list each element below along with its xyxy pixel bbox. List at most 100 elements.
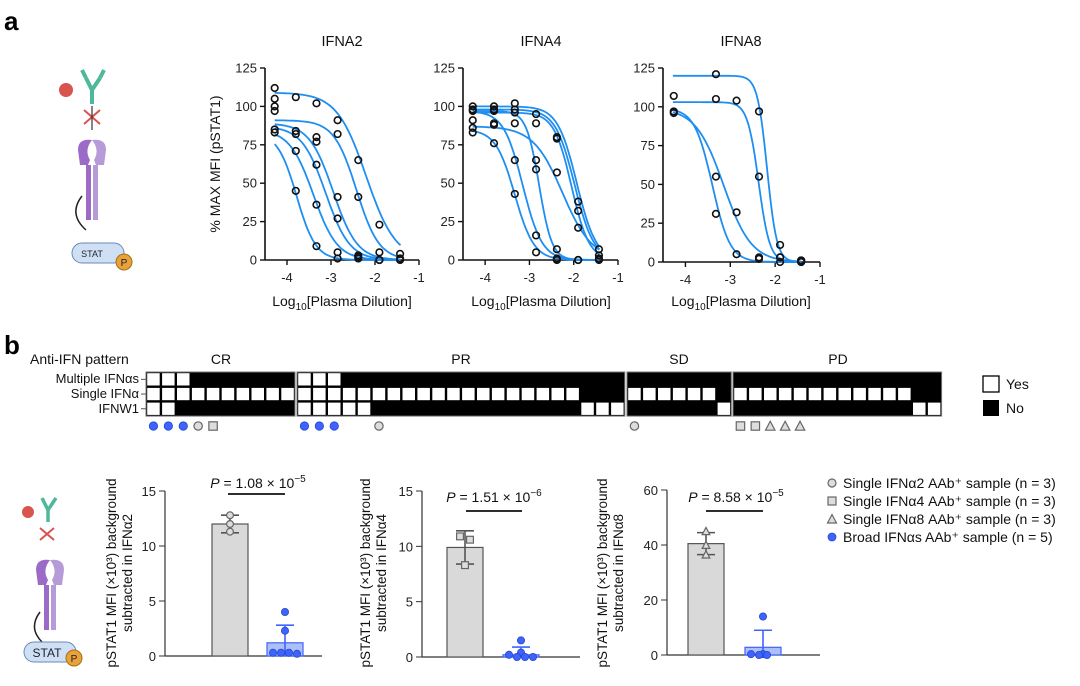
heatmap-cell-yes	[491, 387, 505, 401]
y-tick-label: 125	[633, 61, 655, 76]
receptor-icon	[36, 559, 64, 630]
x-tick-label: -2	[568, 270, 580, 285]
fit-curve-3	[672, 111, 802, 263]
data-point	[489, 106, 499, 116]
heatmap-cell-yes	[717, 402, 731, 415]
heatmap-cell-yes	[764, 387, 777, 401]
data-point	[468, 102, 477, 111]
group-label-pr: PR	[451, 351, 470, 367]
bar-chart-3: 0 20 40 60	[644, 483, 820, 663]
data-point	[711, 94, 721, 104]
heatmap-cell-yes	[581, 402, 594, 415]
data-point	[333, 116, 342, 125]
broad-sample-marker	[284, 648, 293, 657]
phosphate-icon	[115, 253, 133, 271]
y-tick-label: 0	[149, 649, 156, 664]
dose-response-chart-ifna4: 0 25 50 75 100 125 -4 -3 -2 -1	[433, 61, 623, 286]
heatmap-cell-yes	[447, 387, 460, 401]
panel-label-a: a	[4, 6, 19, 36]
x-tick-label: -3	[524, 270, 536, 285]
circle-sample-marker	[226, 527, 235, 536]
heatmap-cell-yes	[387, 387, 401, 401]
data-point	[594, 255, 604, 265]
square-sample-marker	[461, 561, 470, 570]
data-point	[510, 108, 519, 117]
triangle-sample-marker	[764, 419, 776, 431]
heatmap-cell-yes	[147, 387, 160, 401]
y-tick-label: 20	[644, 593, 658, 608]
data-point	[732, 208, 741, 217]
data-point	[531, 165, 541, 174]
p-value-ifna2: P = 1.08 × 10−5	[210, 474, 306, 491]
heatmap-cell-yes	[298, 373, 311, 386]
broad-sample-marker	[163, 421, 173, 431]
data-point	[531, 231, 541, 240]
heatmap-cell-yes	[147, 402, 160, 415]
group-label-cr: CR	[211, 351, 231, 367]
heatmap-cell-yes	[462, 387, 475, 401]
block-x-icon	[39, 527, 55, 541]
y-tick-label: 25	[441, 214, 455, 229]
y-tick-label: 100	[633, 99, 655, 114]
data-point	[489, 102, 499, 111]
x-tick-label: -1	[814, 272, 826, 287]
data-point	[312, 99, 321, 108]
fit-curve-5	[472, 110, 600, 261]
bar-y-label-ifna2-line2: subtracted in IFNα2	[120, 514, 135, 632]
data-point	[291, 146, 300, 156]
y-tick-label: 125	[433, 61, 455, 76]
y-tick-label: 5	[406, 595, 413, 610]
data-point	[754, 172, 764, 181]
broad-sample-marker	[504, 650, 513, 659]
data-point	[291, 93, 300, 102]
dose-response-chart-ifna8: 0 25 50 75 100 125 -4 -3 -2 -1	[633, 61, 825, 288]
bar-y-label-ifna8-line2: subtracted in IFNα8	[611, 514, 626, 632]
broad-sample-marker	[521, 653, 530, 662]
data-point	[754, 254, 764, 263]
heatmap-cell-yes	[298, 387, 311, 401]
broad-sample-marker	[268, 648, 277, 657]
heatmap-cell-yes	[281, 387, 294, 401]
data-point	[354, 156, 363, 165]
group-label-pd: PD	[828, 351, 847, 367]
data-point	[270, 106, 279, 116]
heatmap-cell-yes	[506, 387, 520, 401]
bar-chart-2: 0 5 10 15	[399, 484, 580, 665]
x-tick-label: -2	[369, 270, 381, 285]
data-point	[333, 192, 342, 202]
bar-y-label-ifna8-line1: pSTAT1 MFI (×10³) background	[595, 479, 610, 668]
fit-curve-3	[274, 123, 401, 261]
y-tick-label: 100	[433, 99, 455, 114]
heatmap-cell-yes	[342, 402, 356, 415]
heatmap-cell-yes	[808, 387, 822, 401]
heatmap-cell-yes	[643, 387, 656, 401]
heatmap-cell-yes	[372, 387, 386, 401]
heatmap-cell-yes	[611, 402, 624, 415]
fit-curve-4	[672, 109, 802, 263]
x-tick-label: -3	[325, 270, 337, 285]
y-tick-label: 100	[235, 99, 257, 114]
heatmap-cell-yes	[913, 402, 926, 415]
heatmap-cell-yes	[328, 387, 341, 401]
data-point	[510, 156, 519, 165]
ifn-ligand-icon	[22, 506, 34, 518]
fit-curve-6	[472, 110, 600, 261]
x-axis-label-ifna2: Log10[Plasma Dilution]	[272, 293, 412, 313]
data-point	[732, 250, 741, 259]
x-tick-label: -2	[769, 272, 781, 287]
data-point	[754, 107, 764, 116]
receptor-icon	[78, 139, 106, 220]
antibody-icon	[80, 69, 106, 104]
anti-ifn-heatmap	[141, 371, 943, 431]
y-tick-label: 40	[644, 538, 658, 553]
square-sample-marker	[466, 535, 475, 544]
heatmap-cell-yes	[687, 387, 701, 401]
broad-sample-marker	[299, 421, 310, 431]
data-point	[669, 108, 678, 118]
broad-sample-marker	[329, 421, 339, 431]
broad-sample-marker	[314, 421, 324, 431]
heatmap-cell-yes	[236, 387, 250, 401]
data-point	[552, 245, 561, 254]
data-point	[270, 102, 279, 111]
sample-legend-label-ifna8: Single IFNα8 AAb⁺ sample (n = 3)	[843, 511, 1056, 527]
